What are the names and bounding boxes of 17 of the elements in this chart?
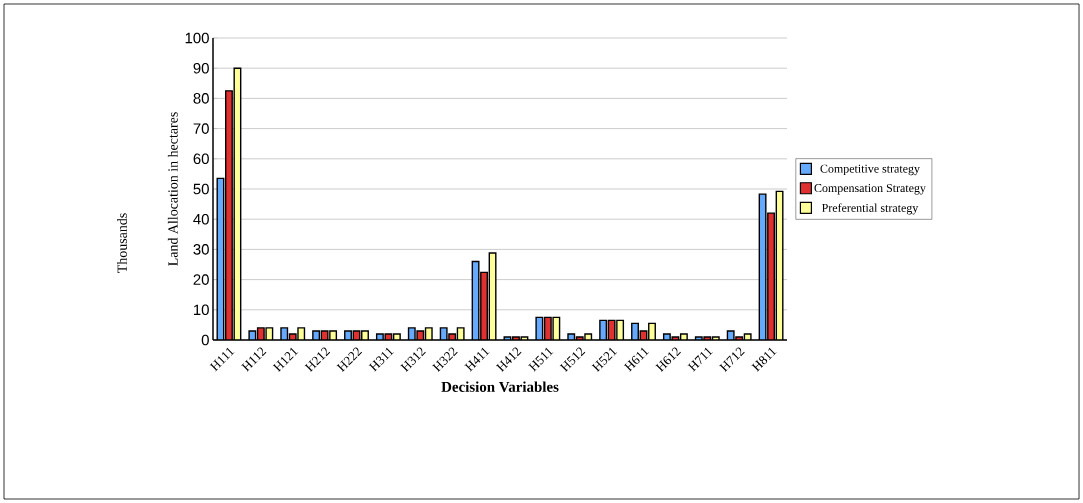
legend-label: Competitive strategy xyxy=(820,164,920,176)
y-tick-label: 0 xyxy=(201,334,209,346)
y-tick-label: 80 xyxy=(193,93,209,104)
y-tick-label: 70 xyxy=(193,123,209,134)
y-tick-label: 60 xyxy=(193,153,209,165)
y-tick-label: 100 xyxy=(185,32,209,44)
y-tick-label: 30 xyxy=(193,244,209,255)
legend-label: Preferential strategy xyxy=(822,203,919,215)
y-tick-label: 50 xyxy=(193,183,209,195)
y-tick-label: 10 xyxy=(194,304,209,316)
legend-label: Compensation Strategy xyxy=(814,184,926,195)
y-tick-label: 40 xyxy=(193,213,209,225)
y-axis-title: Land Allocation in hectares xyxy=(167,112,178,266)
x-axis-title: Decision Variables xyxy=(441,381,559,392)
y-tick-label: 90 xyxy=(193,62,209,74)
text: Thousands xyxy=(117,213,127,273)
y-tick-label: 20 xyxy=(193,274,209,285)
